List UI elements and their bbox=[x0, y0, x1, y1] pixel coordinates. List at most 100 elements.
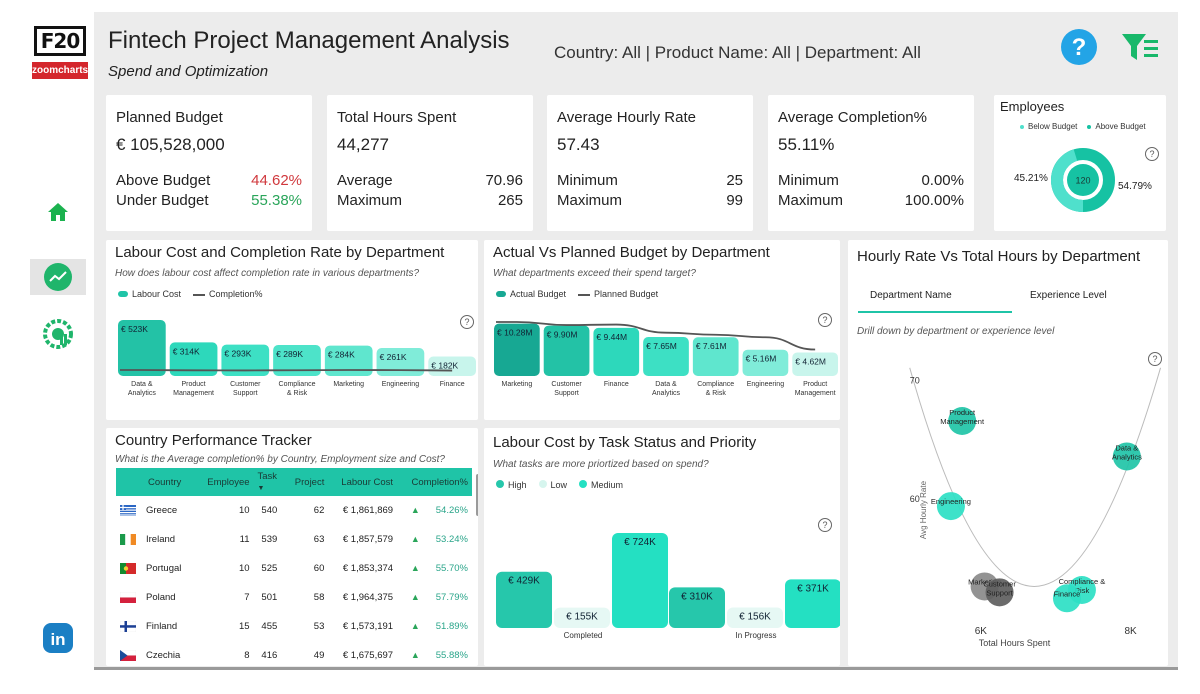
visual-title: Actual Vs Planned Budget by Department bbox=[493, 244, 770, 261]
category-label: Data & bbox=[131, 381, 153, 388]
category-label: Compliance bbox=[279, 381, 316, 388]
gauge-icon[interactable] bbox=[30, 316, 86, 352]
column-header[interactable]: Country bbox=[116, 468, 196, 496]
kpi-title: Total Hours Spent bbox=[337, 109, 457, 126]
trend-chart-icon[interactable] bbox=[30, 259, 86, 295]
kpi-value: € 105,528,000 bbox=[116, 135, 225, 154]
scrollbar[interactable] bbox=[476, 474, 478, 516]
bar[interactable] bbox=[221, 344, 270, 376]
legend-item: Planned Budget bbox=[578, 289, 658, 299]
table-row[interactable]: Finland 15 455 53 € 1,573,191 ▲ 51.89% bbox=[116, 612, 472, 641]
table-row[interactable]: Greece 10 540 62 € 1,861,869 ▲ 54.26% bbox=[116, 496, 472, 525]
bar[interactable] bbox=[792, 352, 838, 376]
scatter-point[interactable] bbox=[1112, 442, 1141, 471]
labour-cost-cell: € 1,573,191 bbox=[342, 621, 394, 632]
filter-icon[interactable] bbox=[1120, 32, 1160, 69]
table-row[interactable]: Ireland 11 539 63 € 1,857,579 ▲ 53.24% bbox=[116, 525, 472, 554]
home-icon[interactable] bbox=[30, 194, 86, 230]
bar[interactable] bbox=[494, 323, 540, 376]
completion-cell: ▲ 54.26% bbox=[410, 505, 468, 516]
bar[interactable] bbox=[376, 348, 425, 376]
kpi-completion: Average Completion% 55.11% Minimum 0.00% … bbox=[768, 95, 974, 231]
project-cell: 49 bbox=[313, 650, 325, 661]
kpi-row-value: 265 bbox=[497, 192, 523, 209]
below-pct-label: 45.21% bbox=[1014, 173, 1048, 184]
column-header[interactable]: Project bbox=[285, 468, 329, 496]
help-icon[interactable]: ? bbox=[818, 518, 832, 532]
bar[interactable] bbox=[593, 327, 640, 376]
data-label: € 5.16M bbox=[746, 354, 777, 364]
kpi-row-value: 70.96 bbox=[485, 172, 523, 189]
kpi-title: Planned Budget bbox=[116, 109, 223, 126]
triangle-up-icon: ▲ bbox=[410, 592, 420, 602]
column-header[interactable]: Task ▼ bbox=[253, 468, 286, 496]
scatter-point[interactable] bbox=[985, 578, 1014, 607]
filter-summary: Country: All | Product Name: All | Depar… bbox=[554, 43, 921, 62]
bar[interactable] bbox=[543, 325, 590, 376]
help-icon[interactable]: ? bbox=[1148, 352, 1162, 366]
donut-slice-below[interactable] bbox=[1051, 148, 1115, 212]
bar[interactable] bbox=[554, 607, 610, 628]
country-name: Greece bbox=[146, 505, 178, 516]
visual-subtitle: What departments exceed their spend targ… bbox=[493, 268, 696, 279]
country-name: Portugal bbox=[146, 563, 182, 574]
help-icon[interactable]: ? bbox=[818, 313, 832, 327]
kpi-row-label: Average bbox=[337, 172, 393, 189]
bar[interactable] bbox=[169, 342, 218, 376]
column-header[interactable]: Completion% bbox=[397, 468, 472, 496]
bar[interactable] bbox=[669, 587, 725, 628]
bar[interactable] bbox=[324, 345, 373, 376]
category-label: Finance bbox=[604, 381, 629, 388]
question-icon[interactable]: ? bbox=[1060, 28, 1098, 71]
bar[interactable] bbox=[118, 320, 166, 376]
tab-experience-level[interactable]: Experience Level bbox=[1030, 290, 1107, 301]
kpi-row: Maximum 100.00% bbox=[778, 192, 964, 209]
bar[interactable] bbox=[692, 337, 739, 376]
project-cell: 60 bbox=[313, 563, 325, 574]
column-header[interactable]: Employee bbox=[195, 468, 254, 496]
country-name: Poland bbox=[146, 592, 176, 603]
data-label: € 724K bbox=[624, 537, 656, 548]
data-label: € 314K bbox=[173, 346, 200, 356]
bar[interactable] bbox=[496, 571, 552, 628]
bar[interactable] bbox=[643, 337, 689, 376]
category-label: & Risk bbox=[287, 390, 308, 397]
legend-item: Labour Cost bbox=[118, 289, 181, 299]
portugal-flag-icon bbox=[120, 562, 146, 574]
kpi-row: Maximum 265 bbox=[337, 192, 523, 209]
donut-center-label: 120 bbox=[1075, 176, 1090, 186]
tab-department-name[interactable]: Department Name bbox=[858, 290, 1012, 313]
kpi-title: Average Hourly Rate bbox=[557, 109, 696, 126]
country-cell: Poland bbox=[116, 583, 196, 612]
kpi-total-hours: Total Hours Spent 44,277 Average 70.96 Ma… bbox=[327, 95, 533, 231]
bar[interactable] bbox=[742, 349, 789, 376]
country-cell: Czechia bbox=[116, 641, 196, 666]
bar[interactable] bbox=[785, 579, 840, 628]
kpi-row-label: Above Budget bbox=[116, 172, 211, 189]
kpi-row: Minimum 25 bbox=[557, 172, 743, 189]
table-row[interactable]: Poland 7 501 58 € 1,964,375 ▲ 57.79% bbox=[116, 583, 472, 612]
help-icon[interactable]: ? bbox=[1145, 147, 1159, 161]
data-label: € 261K bbox=[380, 352, 407, 362]
point-label: Management bbox=[940, 417, 985, 426]
triangle-up-icon: ▲ bbox=[410, 650, 420, 660]
column-header[interactable]: Labour Cost bbox=[328, 468, 398, 496]
employee-cell: 10 bbox=[238, 505, 250, 516]
scatter-point[interactable] bbox=[936, 492, 965, 521]
bar[interactable] bbox=[612, 533, 668, 628]
legend-item: High bbox=[496, 480, 527, 490]
table-row[interactable]: Czechia 8 416 49 € 1,675,697 ▲ 55.88% bbox=[116, 641, 472, 666]
help-icon[interactable]: ? bbox=[460, 315, 474, 329]
kpi-row: Maximum 99 bbox=[557, 192, 743, 209]
data-label: € 289K bbox=[276, 349, 303, 359]
completion-cell: ▲ 53.24% bbox=[410, 534, 468, 545]
budget-dept-card: Actual Vs Planned Budget by Department W… bbox=[484, 240, 840, 420]
bar[interactable] bbox=[727, 607, 783, 628]
kpi-row-label: Minimum bbox=[557, 172, 618, 189]
scatter-point[interactable] bbox=[1052, 584, 1081, 613]
linkedin-icon[interactable]: in bbox=[30, 620, 86, 656]
country-table: Country Employee Task ▼ Project Labour Co… bbox=[116, 468, 472, 666]
table-row[interactable]: Portugal 10 525 60 € 1,853,374 ▲ 55.70% bbox=[116, 554, 472, 583]
scatter-point[interactable] bbox=[948, 407, 977, 435]
bar[interactable] bbox=[273, 345, 321, 376]
